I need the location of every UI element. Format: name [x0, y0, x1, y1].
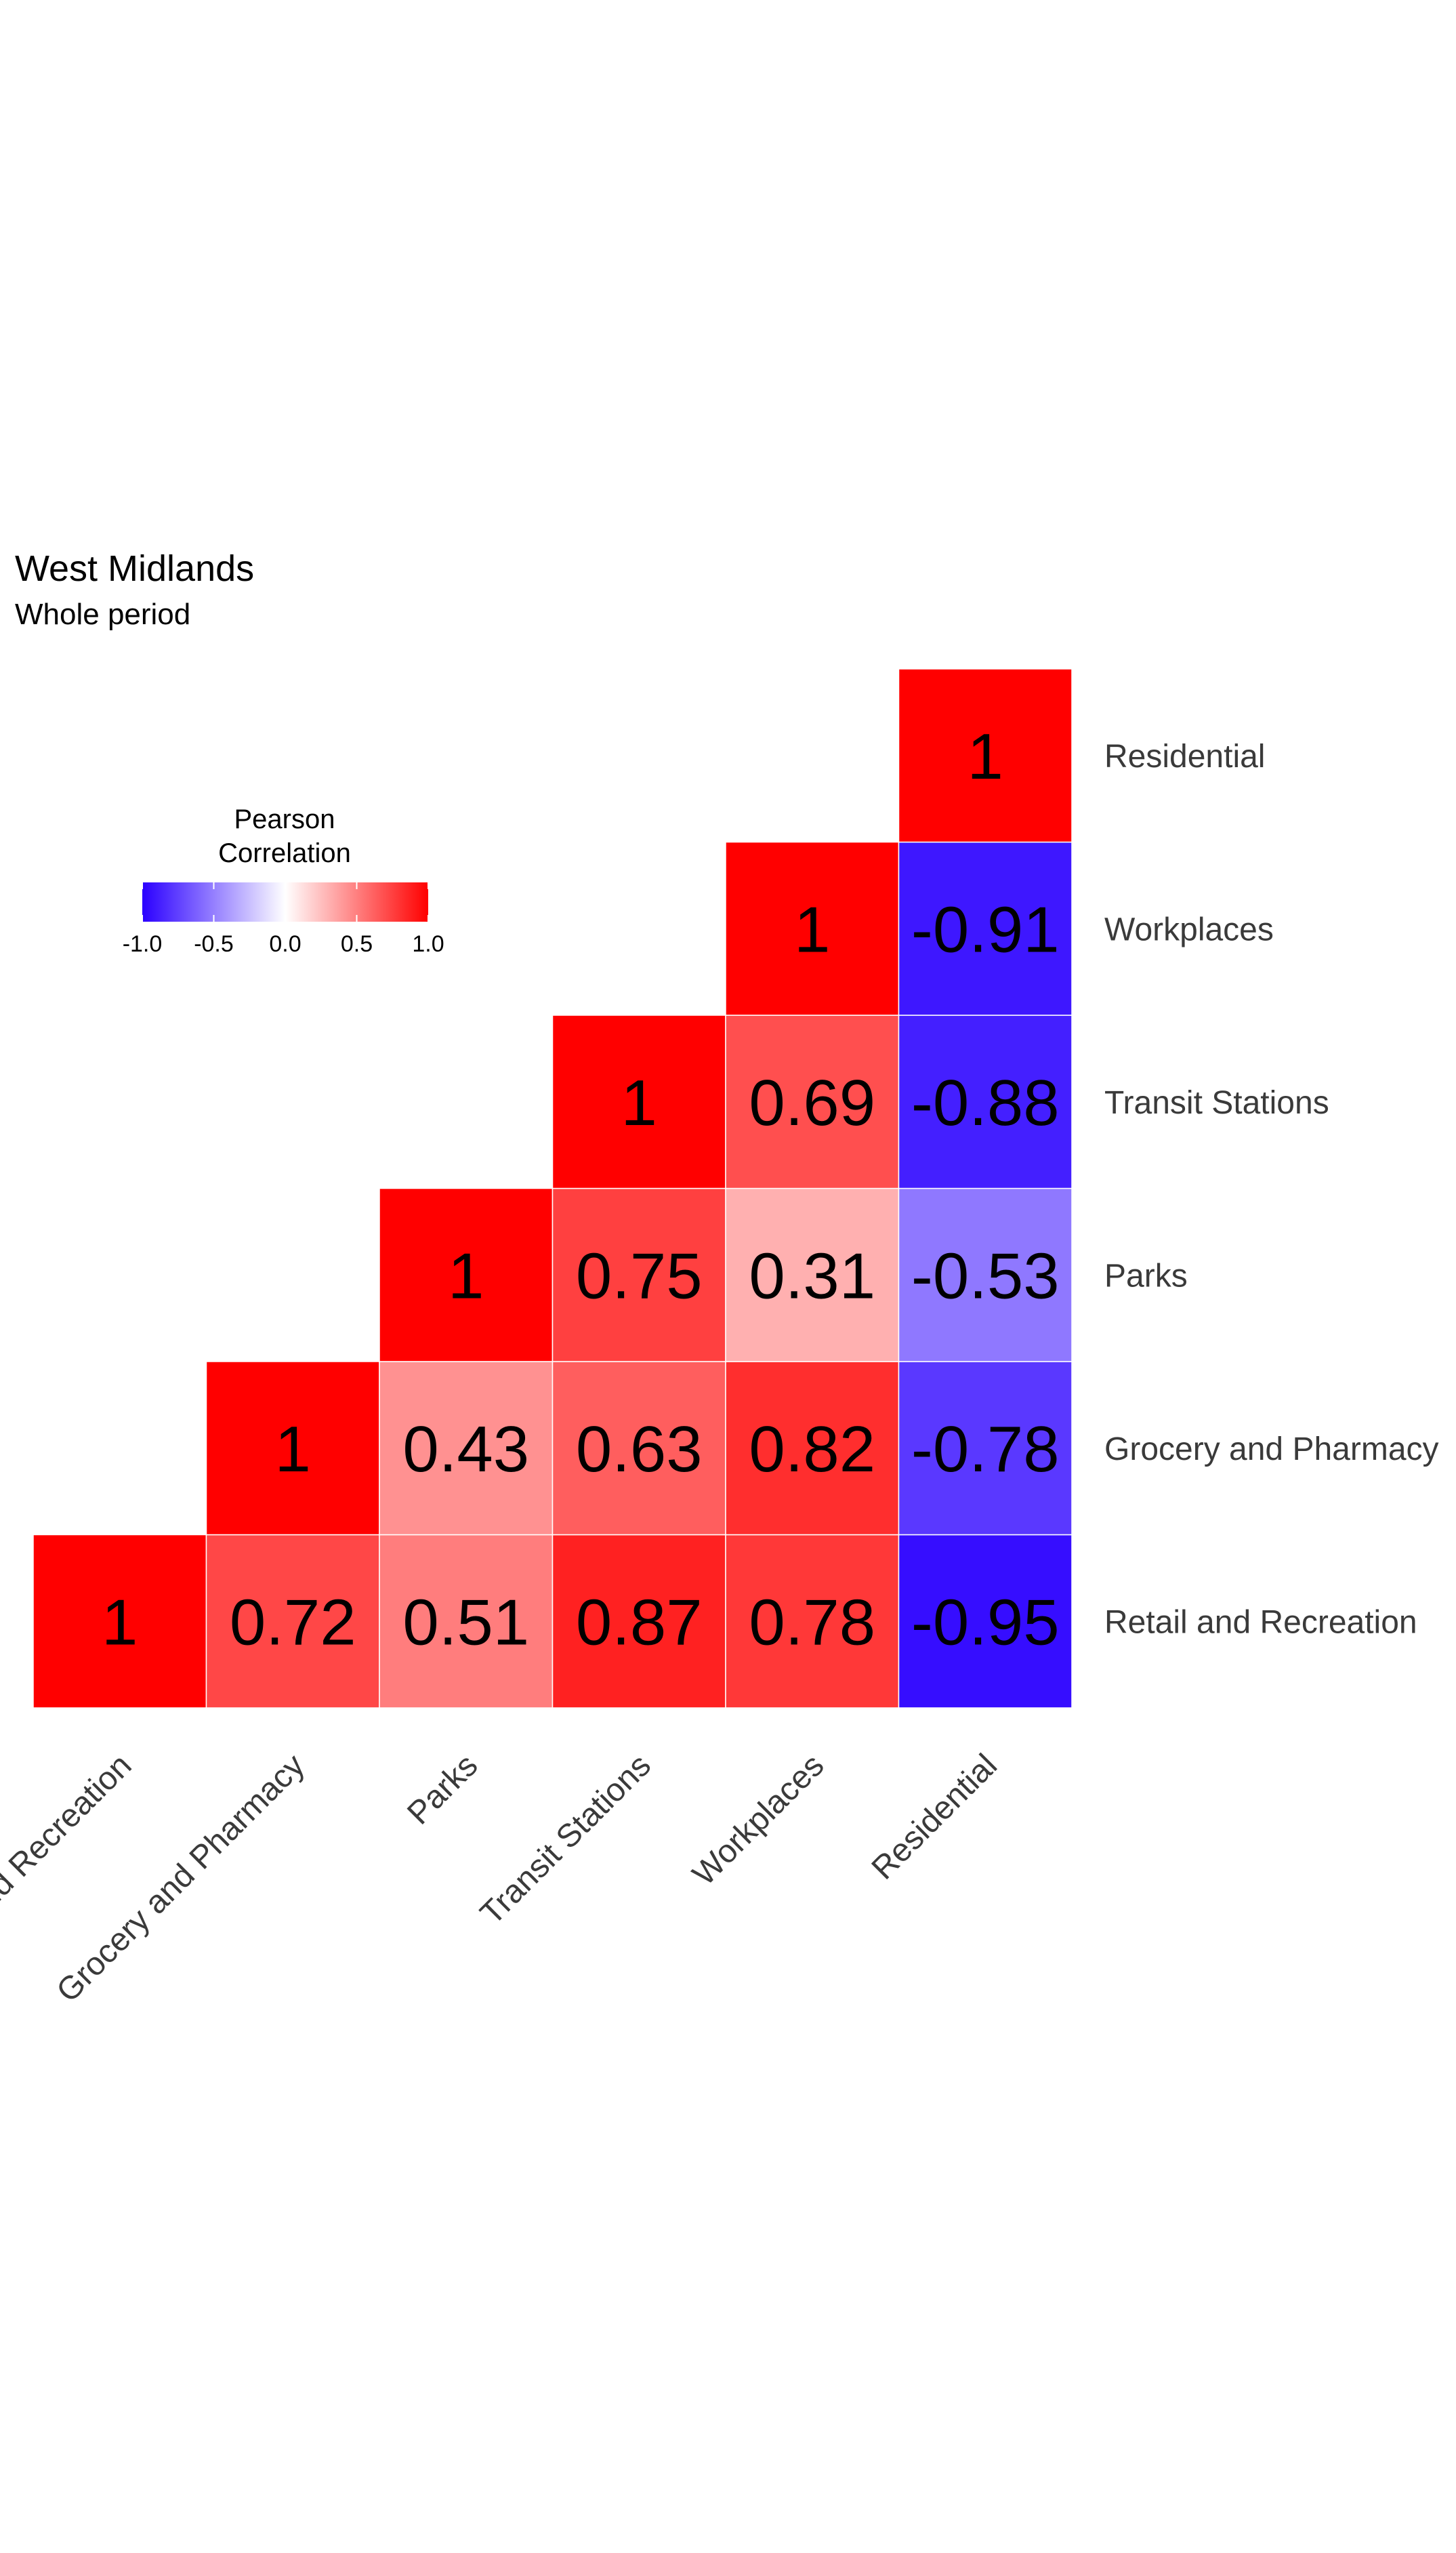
heatmap-cell-residential-residential [898, 668, 1073, 843]
heatmap-cell-transit-stations-grocery-and-pharmacy [552, 1361, 726, 1536]
cell-value-label: 1 [621, 1067, 657, 1139]
y-tick-label-retail-and-recreation: Retail and Recreation [1104, 1604, 1417, 1640]
legend-title-line-2: Correlation [218, 838, 351, 868]
x-tick-label-residential: Residential [865, 1747, 1004, 1886]
cell-value-label: 1 [275, 1413, 311, 1486]
heatmap-cell-workplaces-workplaces [725, 841, 900, 1016]
heatmap-cell-grocery-and-pharmacy-retail-and-recreation [205, 1534, 380, 1709]
cell-value-label: 1 [968, 720, 1003, 793]
cell-value-label: -0.78 [911, 1413, 1060, 1486]
heatmap-cell-transit-stations-retail-and-recreation [552, 1534, 726, 1709]
heatmap-cell-workplaces-grocery-and-pharmacy [725, 1361, 900, 1536]
cell-value-label: 0.51 [402, 1586, 529, 1658]
heatmap-cell-grocery-and-pharmacy-grocery-and-pharmacy [205, 1361, 380, 1536]
cell-value-label: 0.78 [749, 1586, 875, 1658]
heatmap-cell-residential-workplaces [898, 841, 1073, 1016]
legend-tick-label: 0.5 [341, 931, 373, 957]
heatmap-cell-workplaces-retail-and-recreation [725, 1534, 900, 1709]
cell-value-label: -0.53 [911, 1240, 1060, 1312]
heatmap-cell-residential-transit-stations [898, 1015, 1073, 1189]
legend-tick-label: -0.5 [194, 931, 234, 957]
cell-value-label: 0.69 [749, 1067, 875, 1139]
heatmap-cell-transit-stations-transit-stations [552, 1015, 726, 1189]
chart-title: West Midlands [15, 548, 255, 589]
cell-value-label: 0.72 [230, 1586, 356, 1658]
color-legend: Pearson Correlation -1.0 -0.5 0.0 0.5 1.0 [123, 804, 444, 957]
heatmap-cell-workplaces-transit-stations [725, 1015, 900, 1189]
cell-value-label: 0.63 [576, 1413, 703, 1486]
y-tick-label-transit-stations: Transit Stations [1104, 1085, 1329, 1121]
cell-value-label: 1 [448, 1240, 484, 1312]
cell-value-label: 0.43 [402, 1413, 529, 1486]
cell-value-label: 0.87 [576, 1586, 703, 1658]
heatmap-cell-residential-parks [898, 1187, 1073, 1362]
x-tick-label-parks: Parks [400, 1747, 484, 1831]
cell-value-label: 0.82 [749, 1413, 875, 1486]
legend-ticks: -1.0 -0.5 0.0 0.5 1.0 [123, 882, 444, 957]
cell-value-label: 1 [102, 1586, 138, 1658]
cell-value-label: 0.75 [576, 1240, 703, 1312]
legend-tick-label: -1.0 [123, 931, 163, 957]
heatmap-cell-residential-grocery-and-pharmacy [898, 1361, 1073, 1536]
heatmap-cells [33, 668, 1073, 1709]
cell-value-label: 0.31 [749, 1240, 875, 1312]
heatmap-cell-transit-stations-parks [552, 1187, 726, 1362]
cell-value-label: -0.91 [911, 893, 1060, 966]
cell-value-label: -0.95 [911, 1586, 1060, 1658]
heatmap-cell-parks-grocery-and-pharmacy [379, 1361, 554, 1536]
chart-subtitle: Whole period [15, 598, 191, 631]
cell-value-label: 1 [794, 893, 830, 966]
legend-tick-label: 0.0 [269, 931, 301, 957]
y-tick-label-grocery-and-pharmacy: Grocery and Pharmacy [1104, 1431, 1439, 1467]
y-tick-label-residential: Residential [1104, 739, 1265, 775]
cell-value-label: -0.88 [911, 1067, 1060, 1139]
heatmap-cell-labels: 1 0.72 0.51 0.87 0.78 -0.951 0.43 0.63 0.82 -0.78… [102, 720, 1060, 1659]
y-axis-tick-labels: Retail and Recreation Grocery and Pharmac… [1104, 739, 1439, 1641]
heatmap-cell-residential-retail-and-recreation [898, 1534, 1073, 1709]
y-tick-label-parks: Parks [1104, 1258, 1188, 1294]
y-tick-label-workplaces: Workplaces [1104, 912, 1274, 947]
x-tick-label-workplaces: Workplaces [686, 1747, 831, 1892]
legend-title-line-1: Pearson [234, 804, 335, 834]
heatmap-cell-parks-parks [379, 1187, 554, 1362]
x-tick-label-transit-stations: Transit Stations [474, 1747, 658, 1932]
legend-tick-label: 1.0 [412, 931, 444, 957]
heatmap-cell-retail-and-recreation-retail-and-recreation [33, 1534, 207, 1709]
